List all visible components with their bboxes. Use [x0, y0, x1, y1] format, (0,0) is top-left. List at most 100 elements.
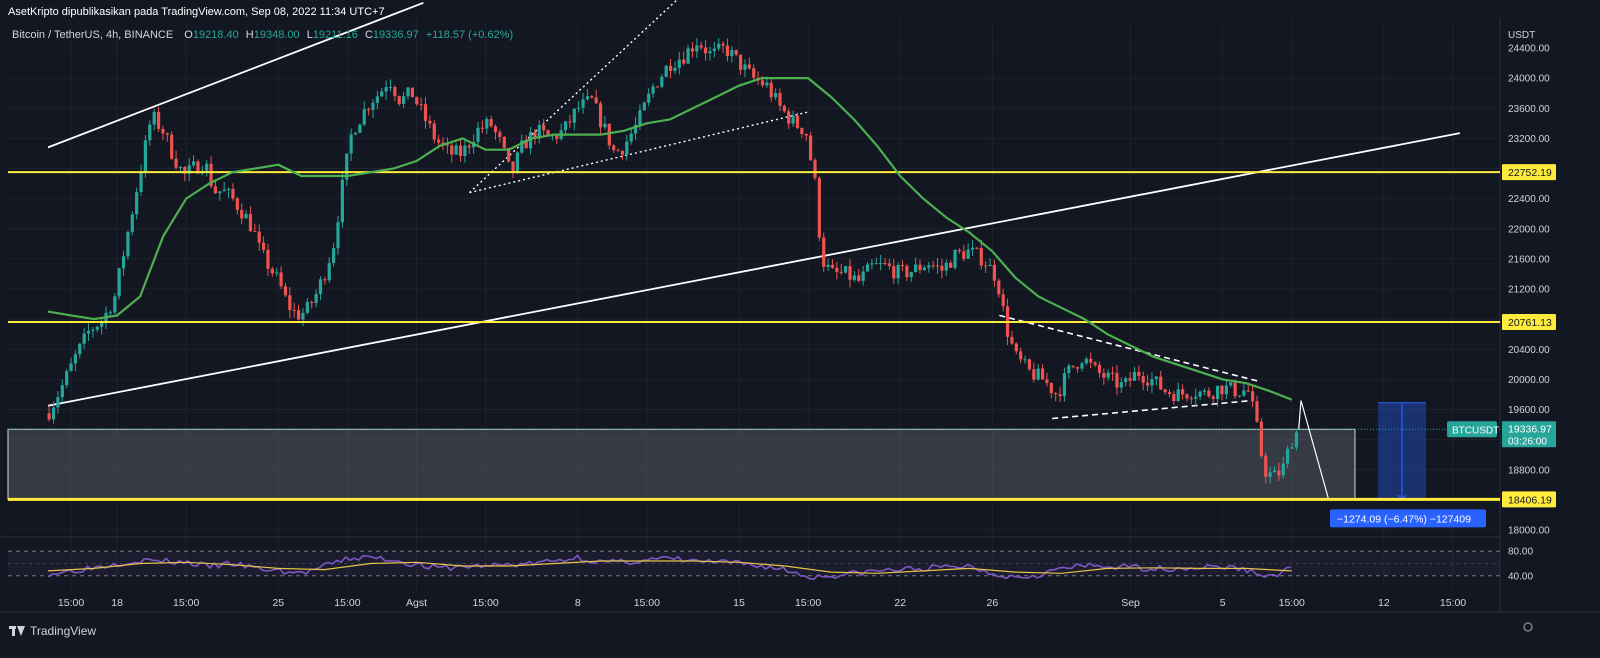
- candle: [78, 342, 82, 359]
- candle-body: [415, 97, 419, 105]
- candle: [563, 121, 568, 136]
- candle-body: [380, 91, 384, 97]
- candle-body: [1001, 294, 1005, 307]
- candle-body: [1023, 359, 1027, 361]
- candle: [962, 244, 966, 262]
- time-axis-tick: 12: [1378, 597, 1390, 609]
- candle-body: [642, 102, 646, 111]
- candle: [244, 209, 248, 219]
- candle: [528, 127, 533, 155]
- candle-body: [708, 51, 712, 54]
- candle-body: [143, 140, 148, 173]
- candle-body: [1150, 379, 1154, 386]
- candle-body: [984, 265, 988, 267]
- candle-body: [244, 213, 248, 219]
- candle: [1202, 388, 1207, 396]
- candle-body: [406, 87, 410, 97]
- candle-body: [563, 121, 568, 131]
- low-value: 19211.16: [312, 29, 358, 41]
- candle-body: [892, 265, 896, 279]
- candle-body: [458, 145, 463, 157]
- candle: [1097, 361, 1102, 378]
- candle: [559, 123, 563, 141]
- candle: [655, 85, 660, 88]
- candle-body: [1224, 385, 1228, 395]
- candle-body: [507, 147, 511, 162]
- candle: [717, 37, 721, 51]
- candle: [139, 164, 143, 196]
- candle: [1040, 364, 1045, 380]
- candle: [966, 243, 970, 259]
- candle-body: [1019, 351, 1023, 360]
- candle: [423, 97, 428, 129]
- candle-body: [598, 103, 603, 128]
- candle: [651, 83, 655, 98]
- candle-body: [826, 264, 830, 267]
- candle: [774, 88, 778, 100]
- price-axis-tick: 18000.00: [1508, 526, 1550, 537]
- candle-body: [957, 249, 962, 252]
- candle: [1137, 365, 1141, 381]
- candle-body: [927, 265, 931, 268]
- candle-body: [95, 326, 99, 330]
- candle-body: [349, 134, 353, 154]
- drawings: [7, 0, 1461, 500]
- candle-body: [493, 126, 498, 133]
- candle-body: [1115, 373, 1119, 388]
- candle: [1045, 372, 1049, 387]
- candle: [660, 73, 664, 89]
- candle: [515, 151, 520, 175]
- candle-body: [524, 140, 528, 149]
- candle: [257, 224, 261, 251]
- candle: [1058, 386, 1062, 403]
- candle: [1268, 466, 1272, 484]
- symbol-title[interactable]: Bitcoin / TetherUS, 4h, BINANCE: [12, 29, 174, 41]
- candle-body: [340, 179, 344, 223]
- high-label: H: [245, 29, 254, 41]
- candle-body: [301, 312, 305, 320]
- candle-body: [375, 96, 379, 103]
- candle-body: [1207, 390, 1211, 397]
- candle: [879, 254, 883, 271]
- candle-body: [1194, 396, 1198, 399]
- candle-body: [1246, 390, 1250, 392]
- candle: [795, 112, 800, 129]
- time-axis-tick: 8: [575, 597, 581, 609]
- price-axis-tick: 22000.00: [1508, 224, 1550, 235]
- candle-body: [695, 45, 699, 52]
- candle: [1216, 385, 1220, 407]
- rsi-axis-tick: 80.00: [1508, 547, 1533, 558]
- price-axis-tick: 20000.00: [1508, 375, 1550, 386]
- candle: [870, 259, 874, 270]
- candle-body: [1027, 359, 1032, 370]
- candle: [170, 131, 174, 161]
- tradingview-logo[interactable]: TradingView: [9, 624, 96, 638]
- grid-lines: [0, 18, 1600, 613]
- candle-body: [65, 371, 69, 386]
- candle: [743, 59, 747, 77]
- candle-body: [117, 268, 121, 297]
- price-axis-tick: 24400.00: [1508, 44, 1550, 55]
- candle-body: [78, 343, 82, 355]
- candle: [568, 114, 572, 129]
- candle-body: [218, 191, 222, 194]
- candle: [95, 325, 99, 333]
- candle-body: [130, 214, 134, 232]
- candle: [1172, 390, 1176, 405]
- candle: [318, 276, 323, 301]
- candle: [1154, 376, 1158, 386]
- candle-body: [480, 127, 484, 129]
- candle: [143, 135, 148, 178]
- candle: [1294, 428, 1298, 451]
- candle: [493, 124, 498, 140]
- candle-body: [1045, 379, 1049, 383]
- candle: [292, 302, 296, 318]
- time-axis-tick: 15:00: [1279, 597, 1305, 609]
- candle-body: [498, 132, 502, 137]
- candle: [738, 54, 743, 75]
- level-badge: [1502, 164, 1556, 181]
- candle: [830, 259, 835, 269]
- candle-body: [450, 145, 454, 155]
- candle: [844, 265, 848, 274]
